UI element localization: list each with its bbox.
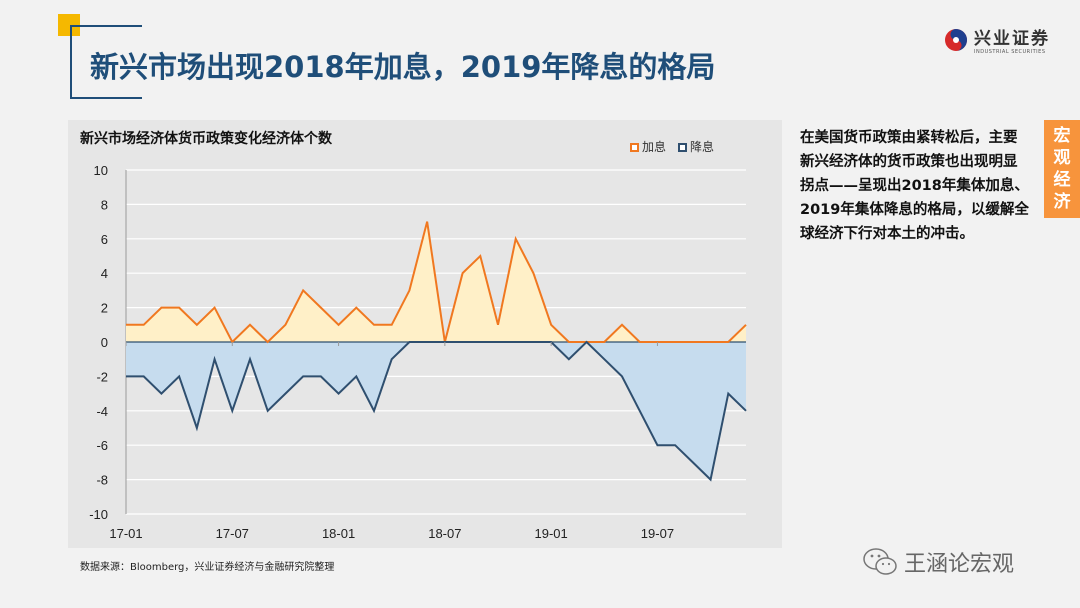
logo-name: 兴业证券 xyxy=(974,29,1050,49)
watermark-text: 王涵论宏观 xyxy=(904,552,1015,577)
y-tick-label: -8 xyxy=(96,473,108,488)
commentary-text: 在美国货币政策由紧转松后，主要新兴经济体的货币政策也出现明显拐点——呈现出201… xyxy=(800,130,1029,242)
x-tick-label: 19-07 xyxy=(641,526,674,541)
x-tick-label: 17-07 xyxy=(216,526,249,541)
series-line-1 xyxy=(126,340,747,482)
legend-swatch-cut xyxy=(678,143,688,152)
y-tick-label: 0 xyxy=(101,335,108,350)
y-tick-label: 2 xyxy=(101,301,108,316)
watermark: 王涵论宏观 xyxy=(862,546,1014,578)
series-line-0 xyxy=(126,221,747,344)
legend-label-cut: 降息 xyxy=(690,140,715,154)
legend-label-hike: 加息 xyxy=(642,140,667,154)
legend-item-cut: 降息 xyxy=(678,138,714,155)
logo: 兴业证券 INDUSTRIAL SECURITIES xyxy=(944,24,1050,55)
tag-char: 济 xyxy=(1053,192,1071,212)
y-tick-label: -4 xyxy=(96,404,108,419)
logo-swirl-icon xyxy=(945,28,967,51)
legend-swatch-hike xyxy=(630,143,639,152)
legend: 加息 降息 xyxy=(630,138,714,155)
x-tick-label: 18-07 xyxy=(428,526,461,541)
y-tick-label: 8 xyxy=(101,197,108,212)
title-frame xyxy=(70,25,142,99)
page-title: 新兴市场出现2018年加息，2019年降息的格局 xyxy=(90,50,716,84)
tag-char: 观 xyxy=(1053,148,1071,168)
y-tick-label: 10 xyxy=(94,163,108,178)
series-area-0 xyxy=(126,221,746,342)
tag-char: 宏 xyxy=(1053,126,1071,146)
source-note: 数据来源：Bloomberg，兴业证券经济与金融研究院整理 xyxy=(80,562,335,573)
x-tick-label: 18-01 xyxy=(322,526,355,541)
wechat-icon xyxy=(863,548,897,575)
logo-subtitle: INDUSTRIAL SECURITIES xyxy=(974,49,1046,55)
y-tick-label: -10 xyxy=(89,507,108,522)
section-tag: 宏 观 经 济 xyxy=(1044,120,1080,218)
y-tick-label: -2 xyxy=(96,369,108,384)
legend-item-hike: 加息 xyxy=(630,138,666,155)
series-area-1 xyxy=(126,342,746,480)
title-accent-square xyxy=(58,14,80,36)
y-tick-label: -6 xyxy=(96,438,108,453)
chart-title: 新兴市场经济体货币政策变化经济体个数 xyxy=(80,131,332,147)
tag-char: 经 xyxy=(1053,170,1071,190)
x-tick-label: 19-01 xyxy=(535,526,568,541)
y-tick-label: 4 xyxy=(101,266,108,281)
x-tick-label: 17-01 xyxy=(109,526,142,541)
y-tick-label: 6 xyxy=(101,232,108,247)
